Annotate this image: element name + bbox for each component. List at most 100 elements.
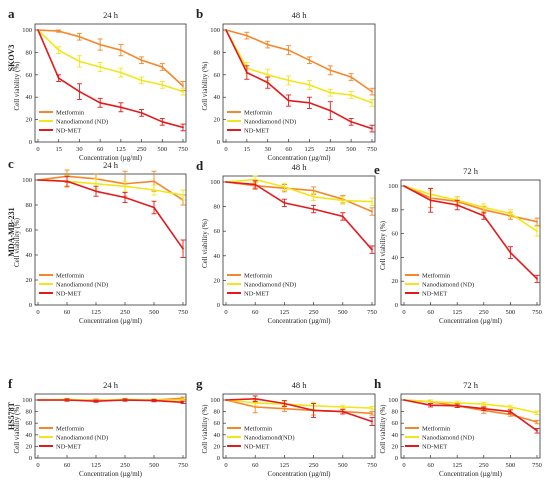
series-nd-met xyxy=(403,185,540,283)
y-axis-label: Cell viability (%) xyxy=(201,218,209,268)
panel-label: c xyxy=(8,156,14,171)
y-tick-label: 60 xyxy=(26,420,33,427)
row-labels: SKOV3 MDA-MB-231 HS578T xyxy=(7,45,16,430)
data-point xyxy=(482,206,485,209)
legend-label: ND-MET xyxy=(244,443,269,450)
series-nd-met xyxy=(403,399,540,434)
data-point xyxy=(287,99,290,102)
data-point xyxy=(153,206,155,209)
data-point xyxy=(341,199,344,202)
x-tick-label: 60 xyxy=(252,309,259,316)
data-point xyxy=(254,397,257,400)
x-tick-label: 250 xyxy=(309,309,319,316)
y-tick-label: 0 xyxy=(217,139,220,146)
x-tick-label: 60 xyxy=(427,462,434,469)
data-point xyxy=(456,402,459,404)
data-point xyxy=(429,400,432,403)
panels: a 24 h 0 20 40 60 80 100 0 15 30 60 125 250 500 750 Conc… xyxy=(8,6,542,478)
data-point xyxy=(57,49,60,52)
y-axis-label: Cell viability (%) xyxy=(379,404,387,454)
data-point xyxy=(283,186,286,188)
legend-label: Nanodiamond (ND) xyxy=(56,118,108,125)
x-tick-label: 750 xyxy=(178,462,188,469)
data-point xyxy=(536,230,538,233)
x-tick-label: 125 xyxy=(305,146,315,153)
data-point xyxy=(119,49,122,52)
y-tick-label: 20 xyxy=(214,117,221,124)
data-point xyxy=(254,178,257,181)
series-nd-met xyxy=(225,395,375,426)
data-point xyxy=(161,83,164,86)
legend-label: Nanodiamond (ND) xyxy=(422,434,474,441)
plot-frame xyxy=(222,393,376,459)
data-point xyxy=(509,410,512,413)
x-axis-label: Concentration (µg/ml) xyxy=(268,317,332,325)
series-line xyxy=(38,399,184,404)
x-tick-label: 750 xyxy=(367,462,377,469)
data-point xyxy=(182,247,184,250)
y-tick-label: 40 xyxy=(214,253,221,260)
legend-label: Nanodiamond (ND) xyxy=(56,434,108,441)
panel-a: a 24 h 0 20 40 60 80 100 0 15 30 60 125 250 500 750 Conc… xyxy=(8,6,188,162)
y-tick-label: 60 xyxy=(392,231,399,238)
y-tick-label: 60 xyxy=(214,420,221,427)
y-axis-label: Cell viability (%) xyxy=(201,61,209,111)
y-tick-label: 40 xyxy=(214,432,221,439)
data-point xyxy=(95,190,97,193)
x-tick-label: 250 xyxy=(309,462,319,469)
x-tick-label: 250 xyxy=(120,309,130,316)
series-metformin xyxy=(225,29,375,96)
y-axis-label: Cell viability (%) xyxy=(13,61,21,111)
data-point xyxy=(182,126,184,129)
y-tick-label: 100 xyxy=(210,179,220,186)
x-tick-label: 500 xyxy=(338,309,348,316)
legend-label: Nanodiamond (ND) xyxy=(56,281,108,288)
data-point xyxy=(225,399,227,401)
panel-label: f xyxy=(8,376,13,391)
data-point xyxy=(283,407,286,410)
x-tick-label: 60 xyxy=(64,309,71,316)
data-point xyxy=(536,411,538,414)
x-tick-label: 500 xyxy=(506,462,516,469)
x-axis-label: Concentration (µg/ml) xyxy=(268,154,332,162)
x-tick-label: 0 xyxy=(36,462,39,469)
data-point xyxy=(509,406,512,408)
x-tick-label: 60 xyxy=(285,146,292,153)
y-tick-label: 40 xyxy=(392,254,399,261)
y-tick-label: 60 xyxy=(392,420,399,427)
row-label-mda-mb-231: MDA-MB-231 xyxy=(7,207,16,256)
x-axis-label: Concentration (µg/ml) xyxy=(268,470,332,478)
series-line xyxy=(37,179,184,250)
data-point xyxy=(254,183,257,186)
panel-g: g 48 h 0 20 40 60 80 100 0 60 125 250 500 750 Concentr… xyxy=(196,376,377,478)
data-point xyxy=(57,30,60,33)
plot-frame xyxy=(34,393,187,459)
x-tick-label: 500 xyxy=(157,146,167,153)
series-nd-met xyxy=(37,29,186,132)
data-point xyxy=(308,83,311,86)
plot-frame xyxy=(34,23,187,143)
x-tick-label: 125 xyxy=(116,146,126,153)
y-tick-label: 100 xyxy=(22,27,32,34)
data-point xyxy=(266,73,269,76)
y-tick-label: 100 xyxy=(388,397,398,404)
x-tick-label: 0 xyxy=(224,309,227,316)
x-tick-label: 30 xyxy=(264,146,271,153)
data-point xyxy=(312,189,315,192)
data-point xyxy=(482,214,485,217)
y-tick-label: 0 xyxy=(395,302,398,309)
x-tick-label: 750 xyxy=(178,146,188,153)
legend-label: ND-MET xyxy=(56,290,81,297)
y-tick-label: 80 xyxy=(26,49,33,56)
y-tick-label: 60 xyxy=(26,227,33,234)
panel-title: 72 h xyxy=(463,166,479,176)
x-tick-label: 0 xyxy=(224,146,227,153)
data-point xyxy=(245,34,248,37)
data-point xyxy=(536,421,538,423)
data-point xyxy=(312,409,315,412)
legend-label: Metformin xyxy=(244,425,273,432)
data-point xyxy=(153,189,155,191)
data-point xyxy=(341,410,344,413)
y-tick-label: 40 xyxy=(214,94,221,101)
legend-label: Metformin xyxy=(244,109,273,116)
